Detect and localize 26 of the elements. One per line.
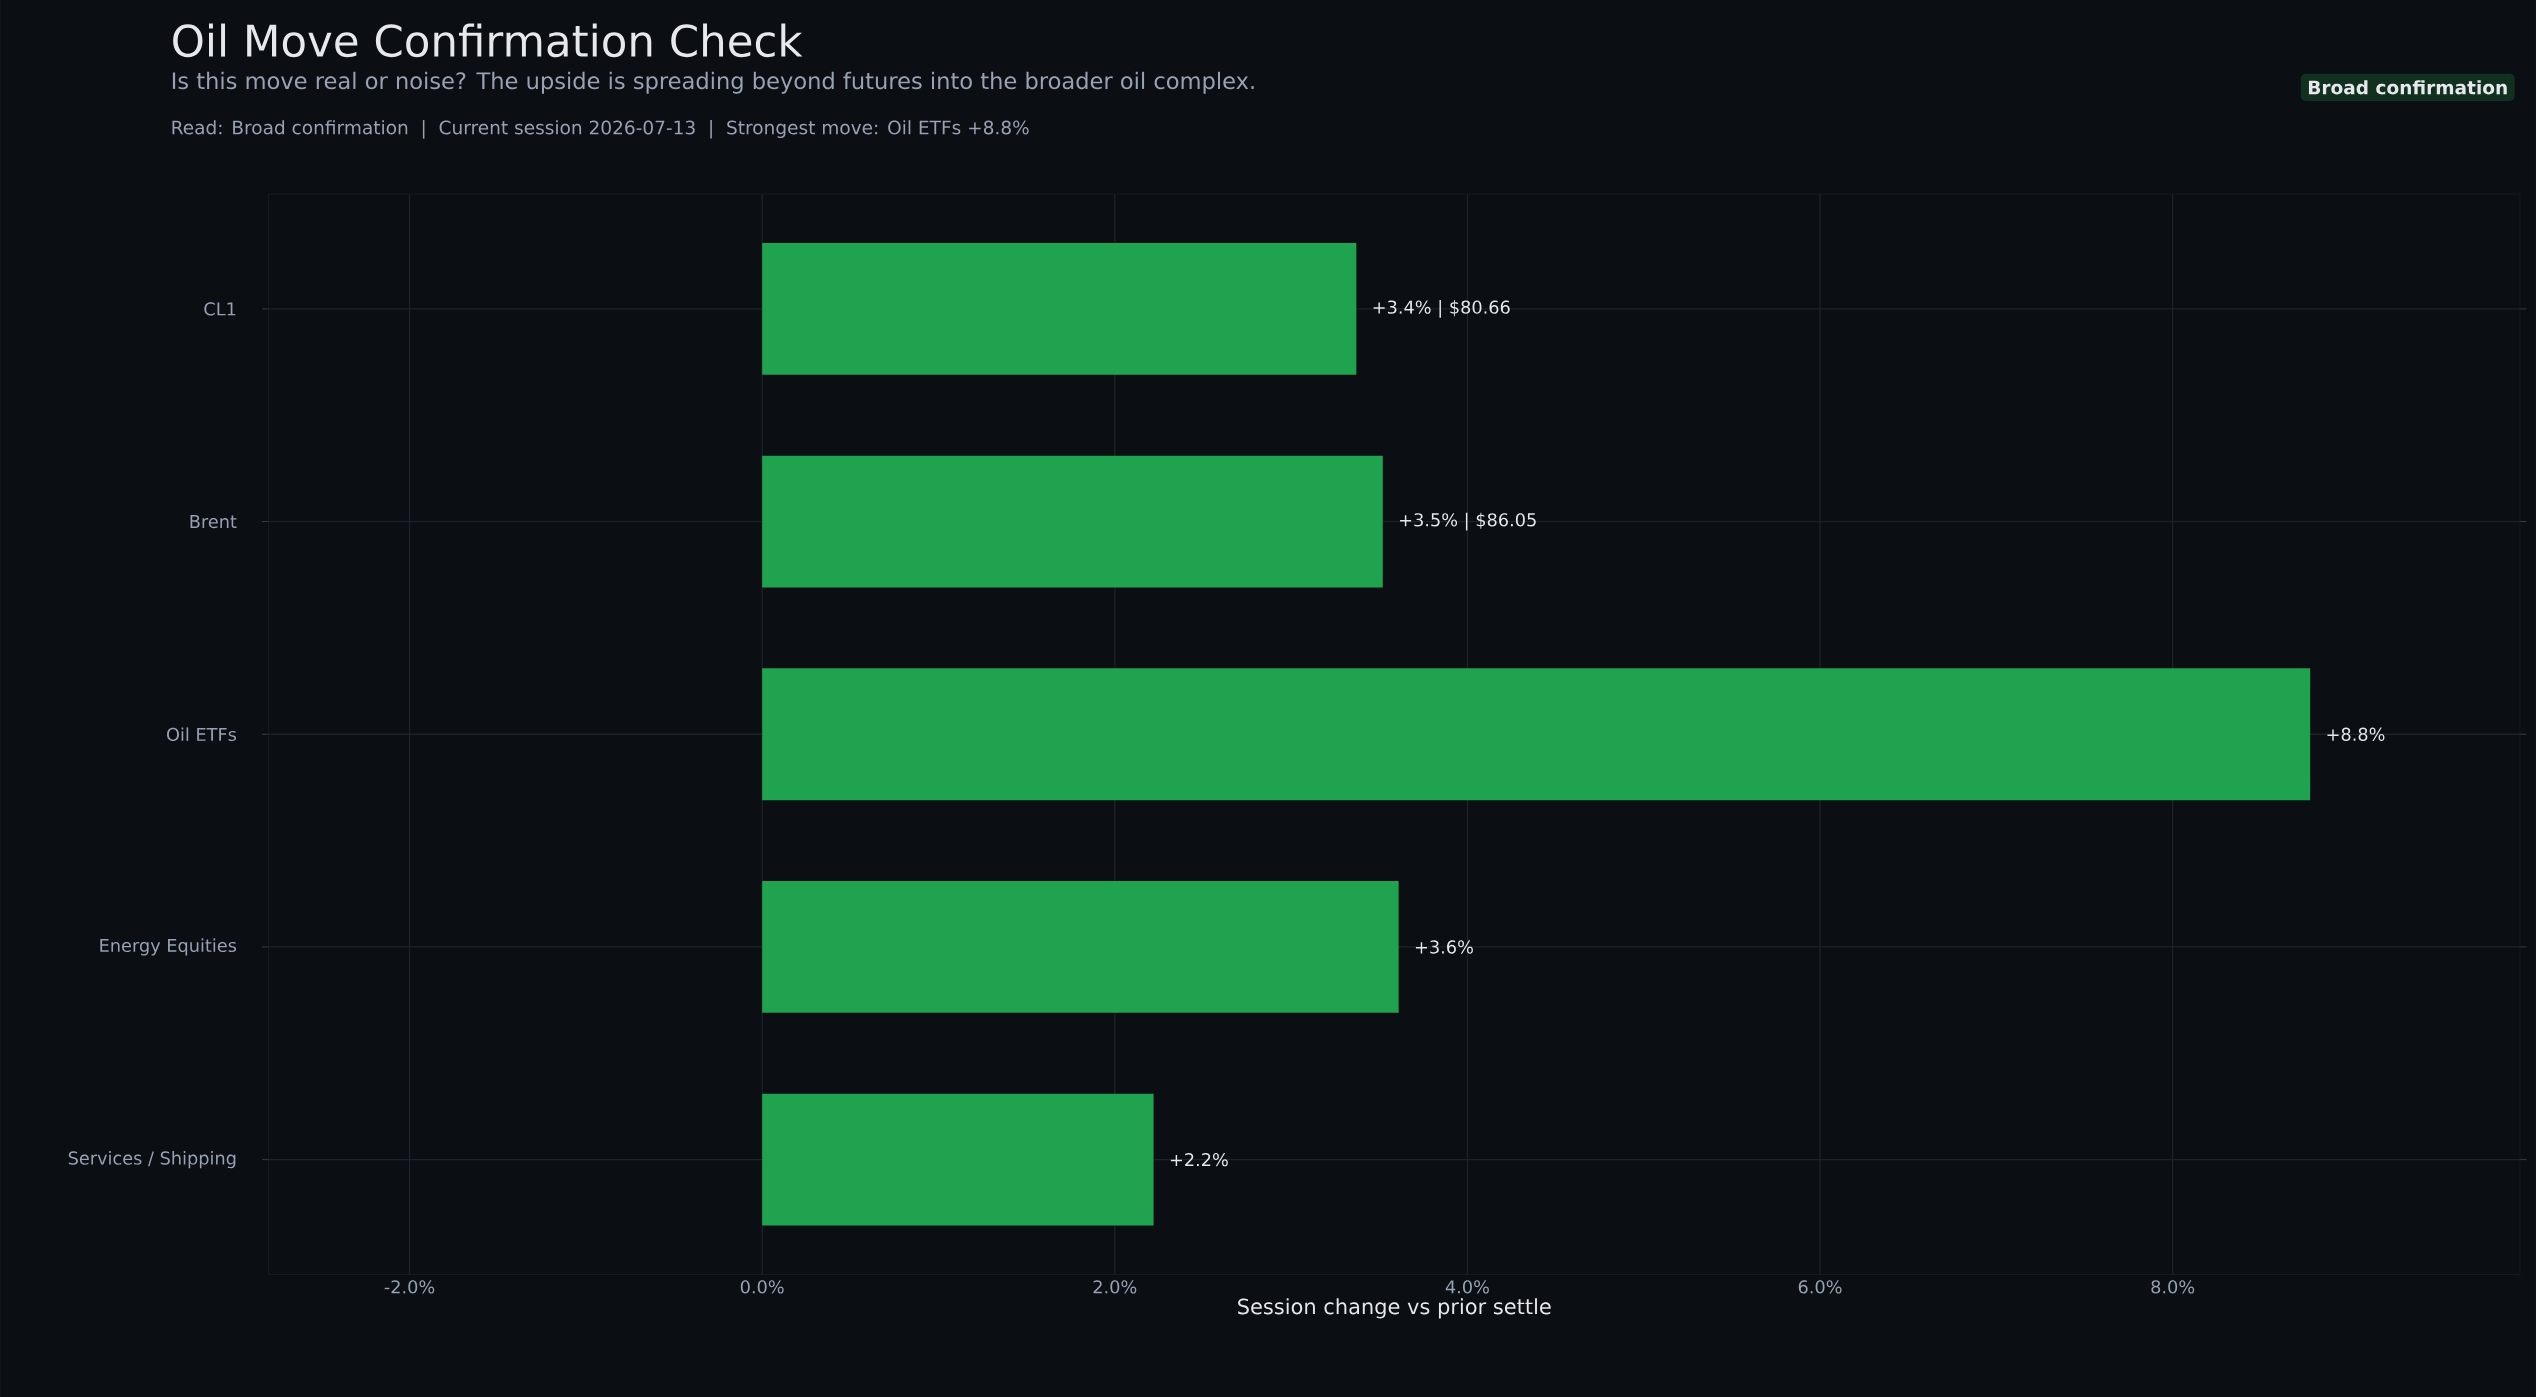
data-label: +2.2% bbox=[1170, 1152, 1228, 1167]
bar bbox=[762, 668, 2311, 801]
y-tick-label: Energy Equities bbox=[100, 938, 237, 956]
x-tick-label: -2.0% bbox=[384, 1279, 435, 1294]
x-axis-title: Session change vs prior settle bbox=[1238, 1297, 1551, 1319]
chart-subtitle: Is this move real or noise? The upside is spreading beyond futures into the broader oil complex. bbox=[172, 71, 1254, 94]
bar bbox=[762, 1093, 1154, 1226]
x-tick-label: 6.0% bbox=[1798, 1279, 1842, 1294]
data-label: +3.5% | $86.05 bbox=[1400, 512, 1536, 531]
chart-title: Oil Move Confirmation Check bbox=[173, 23, 803, 58]
x-tick-label: 8.0% bbox=[2151, 1279, 2195, 1294]
data-label: +3.6% bbox=[1415, 940, 1473, 954]
data-label: +8.8% bbox=[2327, 727, 2385, 741]
bar bbox=[762, 455, 1383, 588]
x-tick-label: 0.0% bbox=[740, 1279, 784, 1294]
text: Broad confirmation bbox=[2308, 79, 2507, 95]
y-tick-label: Oil ETFs bbox=[167, 727, 237, 741]
bar bbox=[762, 242, 1357, 375]
data-label: +3.4% | $80.66 bbox=[1373, 299, 1510, 318]
y-tick-label: Brent bbox=[190, 514, 237, 528]
y-tick-label: CL1 bbox=[204, 302, 236, 316]
x-tick-label: 4.0% bbox=[1445, 1279, 1489, 1294]
text: Read: Broad confirmation | Current session 2026-07-13 | Strongest move: Oil ETFs +8.8% bbox=[172, 119, 1029, 139]
y-tick-label: Services / Shipping bbox=[68, 1150, 236, 1169]
bar bbox=[762, 880, 1399, 1013]
x-tick-label: 2.0% bbox=[1093, 1279, 1137, 1294]
